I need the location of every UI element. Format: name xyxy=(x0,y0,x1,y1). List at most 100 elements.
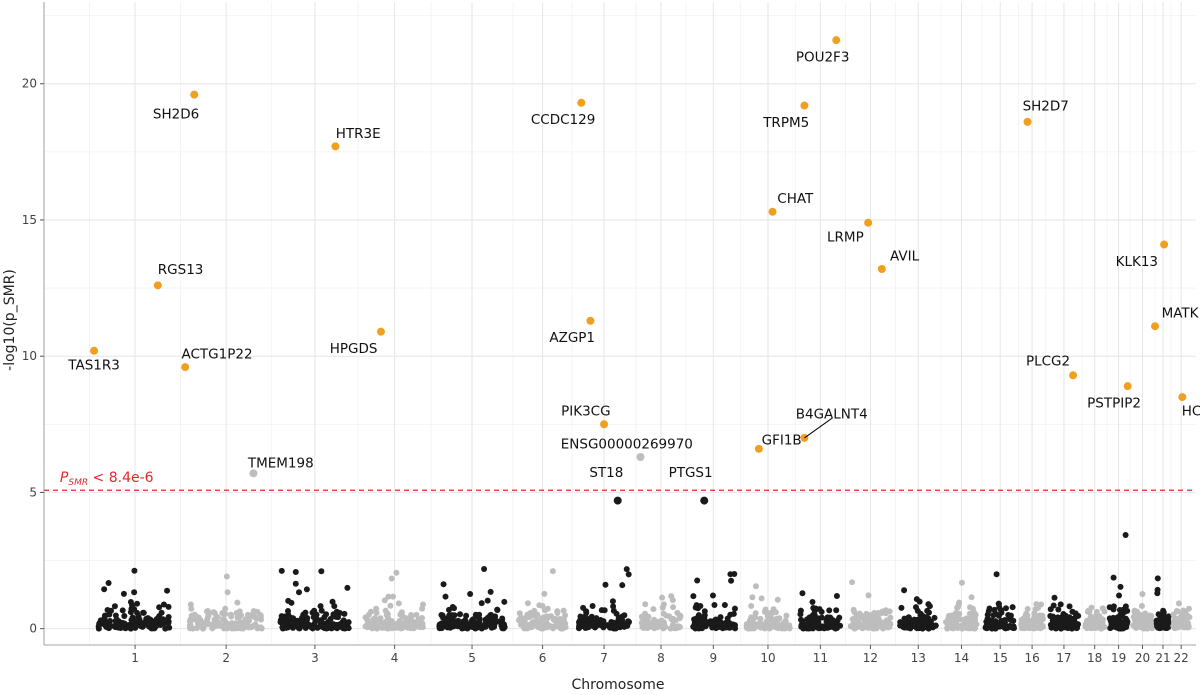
background-point xyxy=(117,625,124,632)
x-tick-label: 11 xyxy=(813,651,828,665)
y-axis-title: -log10(p_SMR) xyxy=(2,269,18,371)
background-point xyxy=(612,625,619,632)
background-point xyxy=(1138,603,1145,610)
background-point xyxy=(459,625,466,632)
background-point xyxy=(1110,623,1117,630)
background-point xyxy=(809,598,816,605)
background-point xyxy=(232,625,239,632)
background-point xyxy=(281,619,288,626)
background-point xyxy=(362,614,369,621)
background-point xyxy=(701,612,708,619)
background-point xyxy=(129,614,136,621)
background-point xyxy=(625,618,632,625)
background-point xyxy=(882,607,889,614)
background-point xyxy=(767,614,774,621)
background-point xyxy=(331,603,338,610)
background-point xyxy=(377,615,384,622)
background-point xyxy=(1073,620,1080,627)
background-point xyxy=(222,610,229,617)
background-point xyxy=(929,624,936,631)
background-point xyxy=(966,610,973,617)
label-leader-line xyxy=(804,418,833,439)
significant-point-lrmp xyxy=(864,218,873,227)
background-point xyxy=(107,618,114,625)
background-point xyxy=(968,594,975,601)
background-point xyxy=(284,607,291,614)
background-point xyxy=(278,613,285,620)
background-point xyxy=(914,607,921,614)
background-point xyxy=(730,610,737,617)
background-point xyxy=(859,613,866,620)
significant-point-trpm5 xyxy=(800,101,809,110)
background-point xyxy=(989,617,996,624)
background-point xyxy=(898,604,905,611)
background-point xyxy=(220,615,227,622)
background-point xyxy=(709,592,716,599)
x-tick-label: 13 xyxy=(911,651,926,665)
significant-point-avil xyxy=(877,265,886,274)
background-point xyxy=(256,614,263,621)
significant-point-chat xyxy=(768,207,777,216)
x-tick-label: 7 xyxy=(600,651,608,665)
background-point xyxy=(833,607,840,614)
background-point xyxy=(1002,605,1009,612)
background-point xyxy=(552,615,559,622)
background-point xyxy=(103,623,110,630)
background-point xyxy=(397,625,404,632)
background-point xyxy=(972,615,979,622)
background-point xyxy=(691,624,698,631)
background-point xyxy=(609,598,616,605)
background-point xyxy=(233,609,240,616)
background-point xyxy=(621,623,628,630)
background-point xyxy=(951,622,958,629)
background-point xyxy=(1176,620,1183,627)
background-point xyxy=(764,609,771,616)
background-point xyxy=(833,592,840,599)
background-point xyxy=(660,619,667,626)
background-point xyxy=(780,620,787,627)
background-point xyxy=(692,619,699,626)
x-tick-label: 18 xyxy=(1087,651,1102,665)
background-point xyxy=(1134,619,1141,626)
background-point xyxy=(119,607,126,614)
gene-label: POU2F3 xyxy=(796,49,850,65)
background-point xyxy=(886,623,893,630)
background-point xyxy=(774,596,781,603)
background-point xyxy=(880,625,887,632)
background-point xyxy=(440,581,447,588)
background-point xyxy=(1054,620,1061,627)
background-point xyxy=(1072,610,1079,617)
background-point xyxy=(1009,604,1016,611)
significant-point-ccdc129 xyxy=(577,98,586,107)
significant-point-pik3cg xyxy=(600,420,609,429)
x-tick-label: 9 xyxy=(710,651,718,665)
background-point xyxy=(1121,609,1128,616)
background-point xyxy=(133,623,140,630)
background-point xyxy=(468,621,475,628)
background-point xyxy=(659,604,666,611)
background-point xyxy=(799,623,806,630)
background-point xyxy=(1180,613,1187,620)
background-point xyxy=(395,600,402,607)
background-point xyxy=(1161,621,1168,628)
background-point xyxy=(387,602,394,609)
background-point xyxy=(849,579,856,586)
background-point xyxy=(541,607,548,614)
background-point xyxy=(373,605,380,612)
background-point xyxy=(1186,614,1193,621)
background-point xyxy=(898,620,905,627)
background-point xyxy=(901,587,908,594)
background-point xyxy=(810,622,817,629)
background-point xyxy=(131,589,138,596)
background-point xyxy=(439,612,446,619)
background-point xyxy=(758,595,765,602)
background-point xyxy=(1055,606,1062,613)
threshold-layer: PSMR < 8.4e-6 xyxy=(44,470,1196,491)
background-point xyxy=(743,621,750,628)
background-point xyxy=(1154,575,1161,582)
background-point xyxy=(924,607,931,614)
background-point xyxy=(619,582,626,589)
background-point xyxy=(660,625,667,632)
significant-point-pou2f3 xyxy=(832,36,841,45)
background-point xyxy=(1058,625,1065,632)
